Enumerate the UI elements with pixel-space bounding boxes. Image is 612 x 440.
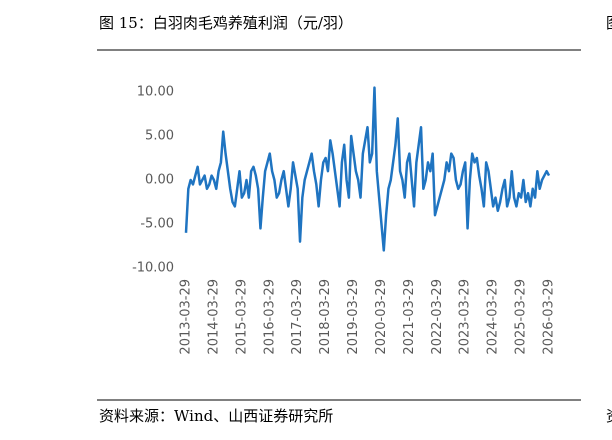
- x-tick-label: 2019-03-29: [346, 279, 361, 355]
- source: 资料来源：Wind、山西证券研究所: [99, 407, 333, 425]
- edge-fragment: 图: [606, 14, 612, 32]
- x-tick-label: 2014-03-29: [206, 279, 221, 355]
- chart-title: 图 15：白羽肉毛鸡养殖利润（元/羽）: [99, 14, 353, 32]
- x-tick-label: 2023-03-29: [458, 279, 473, 355]
- x-tick-label: 2024-03-29: [486, 279, 501, 355]
- y-tick-label: 5.00: [145, 129, 174, 144]
- y-tick-label: 10.00: [137, 85, 174, 100]
- x-tick-label: 2015-03-29: [234, 279, 249, 355]
- y-tick-label: -10.00: [132, 261, 174, 276]
- y-tick-label: -5.00: [140, 217, 174, 232]
- line: [184, 86, 551, 252]
- x-tick-label: 2018-03-29: [318, 279, 333, 355]
- x-tick-label: 2026-03-29: [542, 279, 557, 355]
- x-tick-label: 2025-03-29: [514, 279, 529, 355]
- x-tick-label: 2017-03-29: [290, 279, 305, 355]
- x-tick-label: 2020-03-29: [374, 279, 389, 355]
- x-tick-label: 2021-03-29: [402, 279, 417, 355]
- y-tick-label: 0.00: [145, 173, 174, 188]
- x-tick-label: 2022-03-29: [430, 279, 445, 355]
- edge-fragment: 资: [606, 407, 612, 425]
- x-tick-label: 2013-03-29: [179, 279, 194, 355]
- x-tick-label: 2016-03-29: [262, 279, 277, 355]
